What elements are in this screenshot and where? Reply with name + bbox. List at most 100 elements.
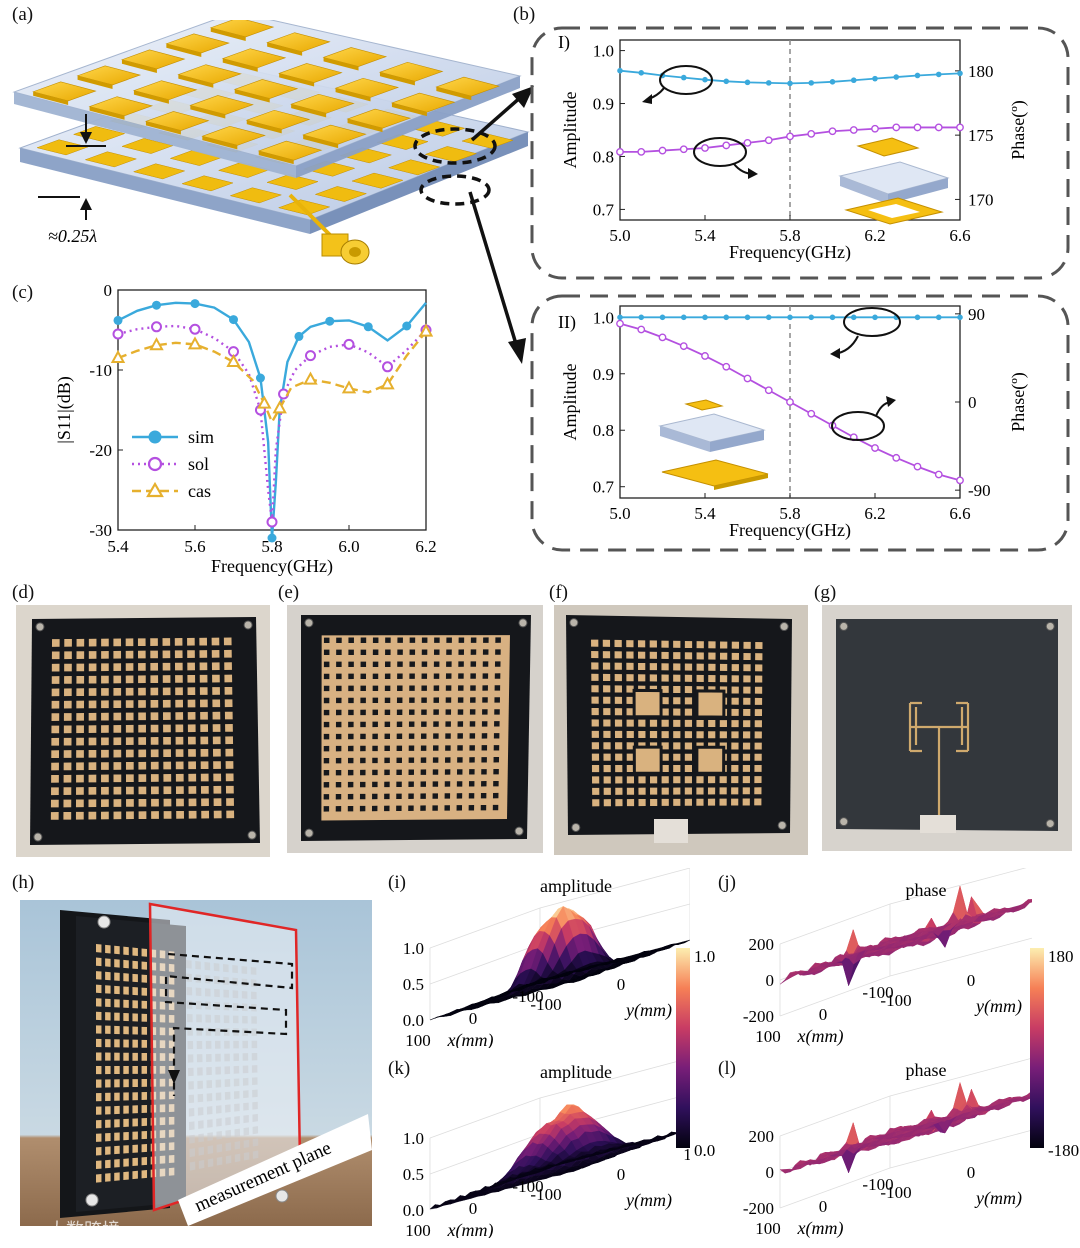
data-point xyxy=(765,314,772,321)
x-axis-label: Frequency(GHz) xyxy=(729,242,851,263)
mounting-hole xyxy=(1045,621,1055,631)
unit-cell xyxy=(96,971,102,980)
unit-cell xyxy=(141,1170,148,1179)
unit-cell xyxy=(421,721,427,727)
x-tick-label: 100 xyxy=(755,1027,781,1046)
unit-cell xyxy=(123,1158,129,1167)
mounting-hole xyxy=(1045,819,1055,829)
unit-cell xyxy=(445,697,452,703)
unit-cell xyxy=(88,749,97,758)
unit-cell xyxy=(323,733,330,740)
unit-cell xyxy=(742,753,751,761)
unit-cell xyxy=(347,781,354,788)
unit-cell xyxy=(591,719,599,727)
x-tick-label: 5.0 xyxy=(609,504,630,523)
unit-cell xyxy=(225,773,234,782)
unit-cell xyxy=(175,675,183,683)
unit-cell xyxy=(125,675,134,684)
unit-cell xyxy=(105,1039,111,1048)
unit-cell xyxy=(335,733,342,740)
unit-cell xyxy=(742,776,750,784)
data-point xyxy=(303,371,318,385)
unit-cell xyxy=(105,985,111,994)
unit-cell xyxy=(754,787,762,795)
unit-cell xyxy=(360,721,366,728)
unit-cell xyxy=(51,787,59,796)
unit-cell xyxy=(96,1146,102,1156)
unit-cell xyxy=(696,674,704,682)
subpanel-label: II) xyxy=(558,312,576,333)
unit-cell xyxy=(125,749,134,758)
x-tick-label: -100 xyxy=(862,983,893,1002)
unit-cell xyxy=(141,1131,148,1140)
unit-cell xyxy=(88,725,97,733)
unit-cell xyxy=(433,649,440,655)
unit-cell xyxy=(591,662,599,670)
unit-cell xyxy=(323,806,330,812)
sma-connector xyxy=(321,233,370,265)
unit-cell xyxy=(482,697,488,703)
unit-cell xyxy=(88,712,97,721)
unit-cell xyxy=(347,793,354,800)
unit-cell xyxy=(684,776,692,784)
unit-cell xyxy=(113,749,122,758)
photo-square-patch-array xyxy=(16,605,270,857)
unit-cell xyxy=(495,649,501,655)
unit-cell xyxy=(114,1119,120,1128)
unit-cell xyxy=(755,664,763,672)
unit-cell xyxy=(408,781,414,787)
unit-cell xyxy=(63,713,72,721)
unit-cell xyxy=(396,781,402,788)
unit-cell xyxy=(63,799,72,808)
data-point xyxy=(702,76,708,83)
unit-cell xyxy=(200,786,209,794)
unit-cell xyxy=(372,721,378,728)
unit-cell xyxy=(602,662,611,670)
unit-cell xyxy=(224,686,233,695)
y-tick-label: -100 xyxy=(880,991,911,1010)
surface-patch xyxy=(884,1127,898,1136)
unit-cell xyxy=(125,712,134,721)
unit-cell xyxy=(125,650,134,659)
unit-cell xyxy=(615,765,623,773)
unit-cell xyxy=(638,674,646,682)
data-point xyxy=(787,314,793,321)
data-point xyxy=(701,144,709,152)
unit-cell xyxy=(101,663,109,672)
data-point xyxy=(850,314,857,321)
unit-cell xyxy=(372,757,378,764)
unit-cell xyxy=(187,662,195,671)
unit-cell xyxy=(684,753,693,761)
unit-cell xyxy=(719,675,728,683)
unit-cell xyxy=(323,745,330,752)
unit-cell xyxy=(126,811,134,820)
unit-cell xyxy=(661,731,669,739)
data-point xyxy=(255,373,265,383)
unit-cell xyxy=(420,745,427,751)
square-patch xyxy=(245,109,311,130)
unit-cell xyxy=(719,731,727,739)
ring-copper-area xyxy=(321,635,510,821)
unit-cell xyxy=(494,709,500,715)
data-point xyxy=(957,314,963,321)
unit-cell xyxy=(123,1105,129,1114)
x-tick-label: 100 xyxy=(755,1219,781,1238)
unit-cell xyxy=(696,652,704,660)
unit-cell xyxy=(384,793,390,800)
unit-cell xyxy=(420,805,426,811)
phase-curve-marker xyxy=(693,137,747,167)
panel-label-i: (i) xyxy=(388,872,406,893)
unit-cell xyxy=(483,637,489,643)
y-right-axis-label: Phase(º) xyxy=(1008,372,1029,432)
unit-cell xyxy=(150,724,159,733)
z-tick-label: 0.5 xyxy=(403,1165,424,1184)
unit-cell xyxy=(743,686,751,694)
unit-cell xyxy=(141,1092,148,1100)
unit-cell xyxy=(114,1132,120,1141)
unit-cell xyxy=(76,663,85,672)
mounting-hole xyxy=(569,618,579,628)
data-point xyxy=(659,314,666,321)
unit-cell xyxy=(141,1118,148,1127)
unit-cell xyxy=(175,687,183,696)
unit-cell xyxy=(187,736,196,745)
